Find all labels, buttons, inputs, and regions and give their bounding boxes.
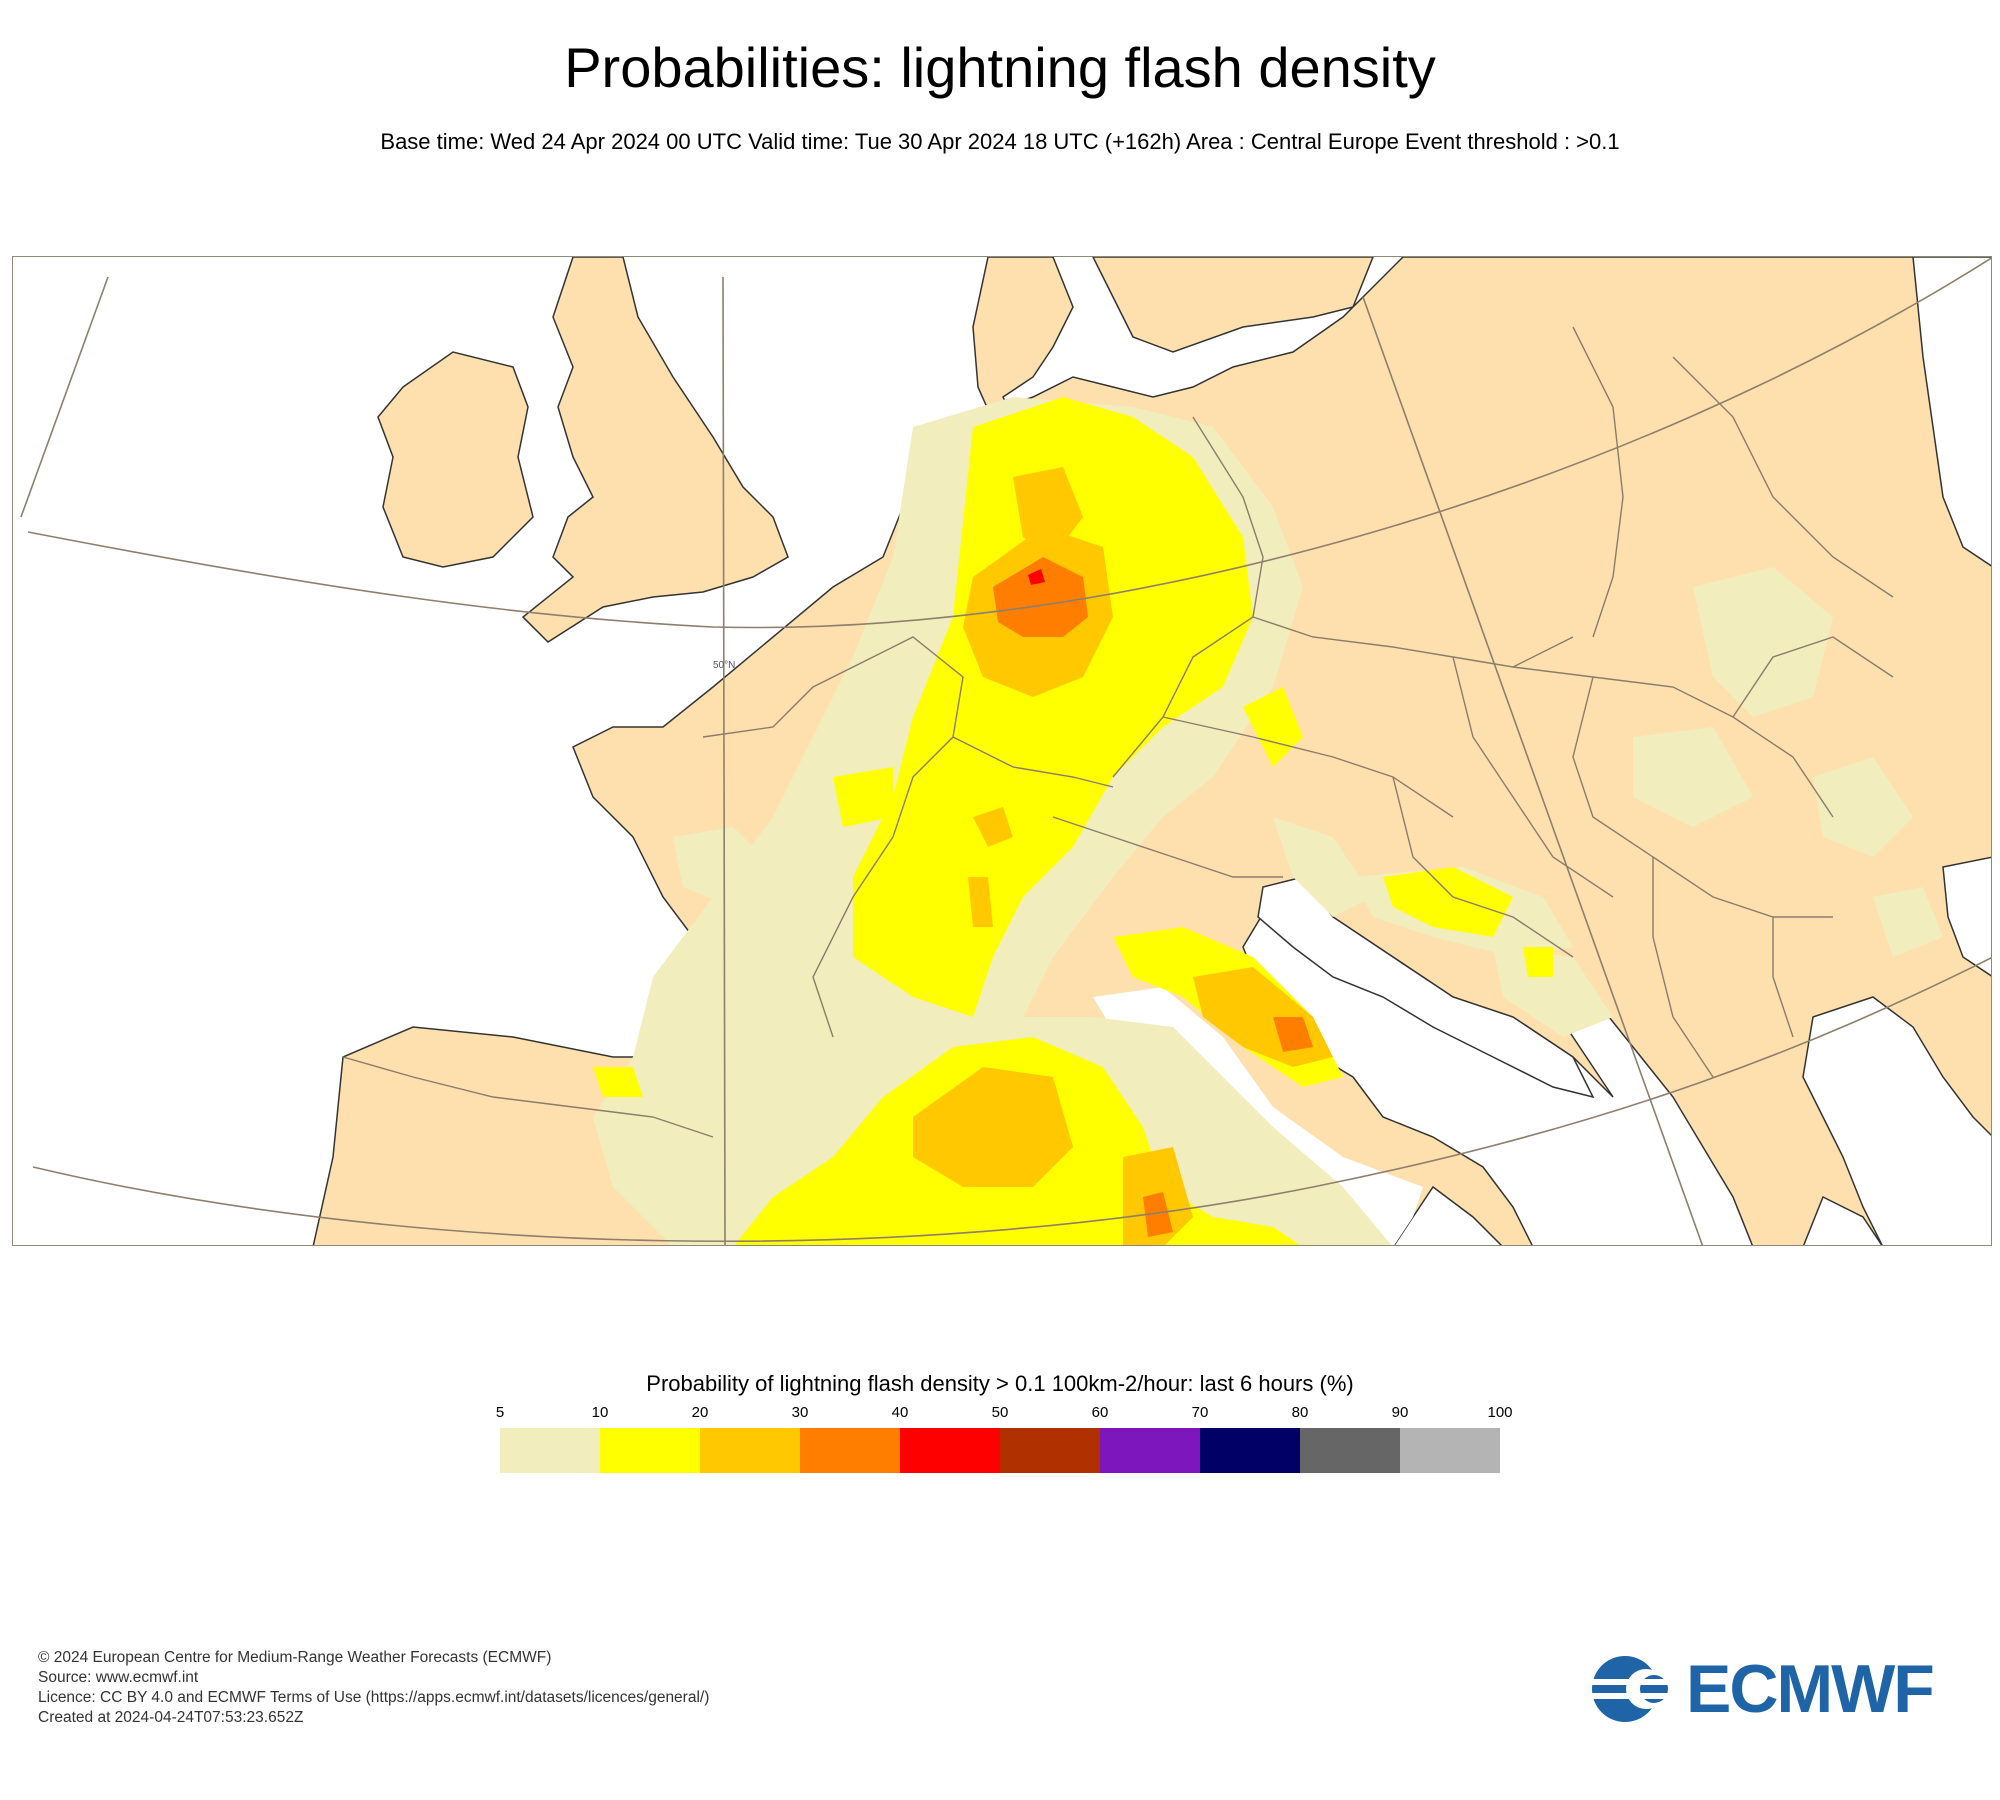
prob-30-40 [993,557,1313,1237]
legend-tick-label: 90 [1391,1404,1409,1421]
chart-subtitle: Base time: Wed 24 Apr 2024 00 UTC Valid … [380,129,1620,154]
created-line: Created at 2024-04-24T07:53:23.652Z [38,1709,304,1726]
ecmwf-logo: ECMWF [1588,1652,1968,1726]
footer-credits: © 2024 European Centre for Medium-Range … [38,1648,709,1728]
land-great-britain [521,257,789,643]
europe-map: 50°N [13,257,1991,1245]
graticule [20,257,1991,1245]
legend-tick-label: 10 [591,1404,609,1421]
legend-ticks: 5 10 20 30 40 50 60 70 80 90 100 [480,1404,1520,1426]
legend-swatch [800,1428,900,1473]
legend-tick-label: 40 [891,1404,909,1421]
legend-tick-label: 100 [1487,1404,1513,1421]
land-ireland [377,351,534,568]
ecmwf-logo-text: ECMWF [1686,1651,1935,1727]
land-scandinavia [1092,257,1374,353]
legend-tick-label: 50 [991,1404,1009,1421]
country-borders [342,326,1894,1138]
legend-tick-label: 30 [791,1404,809,1421]
legend-swatch [600,1428,700,1473]
sea-adriatic [1257,876,1595,1099]
legend-swatch [1300,1428,1400,1473]
legend-tick-label: 70 [1191,1404,1209,1421]
land-denmark [972,257,1074,433]
legend-swatch [1000,1428,1100,1473]
legend-swatch [700,1428,800,1473]
legend-tick-label: 80 [1291,1404,1309,1421]
legend-tick-label: 60 [1091,1404,1109,1421]
licence-line: Licence: CC BY 4.0 and ECMWF Terms of Us… [38,1689,710,1706]
sea-black [1942,856,1991,977]
legend-swatch [1400,1428,1500,1473]
map-panel: 50°N [12,256,1992,1246]
legend-tick-label: 20 [691,1404,709,1421]
legend-tick-label: 5 [495,1404,505,1421]
legend-swatch [500,1428,600,1473]
legend-swatch [900,1428,1000,1473]
ecmwf-logo-icon [1588,1656,1680,1722]
copyright-line: © 2024 European Centre for Medium-Range … [38,1649,552,1666]
legend-colorbar [500,1428,1500,1473]
legend-swatch [1100,1428,1200,1473]
prob-20-30 [913,467,1333,1245]
chart-title: Probabilities: lightning flash density [564,36,1436,99]
prob-40-50 [1028,569,1045,585]
legend-swatch [1200,1428,1300,1473]
graticule-label-50n: 50°N [713,660,735,671]
source-line: Source: www.ecmwf.int [38,1669,199,1686]
sea-baltic [1912,257,1991,567]
legend-title: Probability of lightning flash density >… [646,1371,1354,1396]
sea-aegean [1802,996,1991,1245]
